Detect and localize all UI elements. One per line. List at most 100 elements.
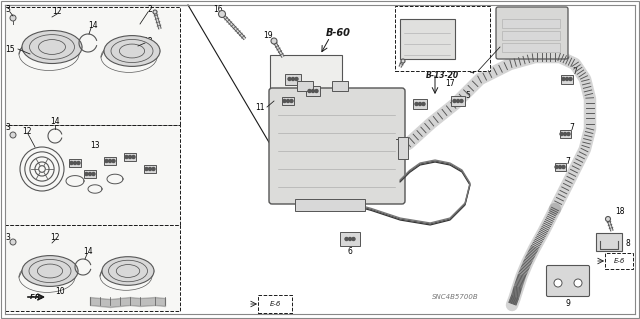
Bar (502, 19, 560, 28)
Text: 12: 12 (51, 233, 60, 241)
Bar (5, 225, 180, 311)
Circle shape (10, 15, 16, 21)
Text: 13: 13 (143, 36, 153, 46)
Bar (398, 137, 408, 159)
Circle shape (460, 100, 463, 102)
Text: 18: 18 (615, 207, 625, 217)
Circle shape (315, 90, 318, 93)
Circle shape (453, 100, 456, 102)
Circle shape (567, 132, 570, 136)
Circle shape (352, 238, 355, 241)
Text: 3: 3 (6, 5, 10, 14)
Circle shape (312, 90, 314, 93)
Circle shape (560, 132, 563, 136)
Bar (413, 99, 427, 109)
Bar (5, 7, 180, 125)
Text: 7: 7 (573, 66, 577, 76)
Circle shape (218, 11, 225, 18)
Text: 4: 4 (470, 66, 474, 76)
Text: E-6: E-6 (613, 258, 625, 264)
Text: 3: 3 (6, 123, 10, 132)
Bar (297, 81, 313, 91)
Bar (502, 31, 560, 40)
Circle shape (287, 100, 289, 102)
FancyBboxPatch shape (547, 265, 589, 296)
Circle shape (288, 78, 291, 80)
Text: 14: 14 (88, 20, 98, 29)
Circle shape (456, 100, 460, 102)
Circle shape (105, 160, 108, 162)
Bar (554, 163, 566, 171)
Circle shape (422, 102, 425, 106)
Circle shape (415, 102, 418, 106)
Circle shape (148, 167, 152, 170)
Text: 13: 13 (90, 140, 100, 150)
Text: B-13-20: B-13-20 (426, 71, 459, 80)
Text: 14: 14 (83, 247, 93, 256)
Bar (270, 55, 342, 135)
Circle shape (85, 173, 88, 175)
Text: 6: 6 (348, 248, 353, 256)
Circle shape (129, 155, 131, 159)
Bar (258, 295, 292, 313)
Text: 11: 11 (255, 102, 265, 112)
Circle shape (112, 160, 115, 162)
Circle shape (283, 100, 286, 102)
Text: 2: 2 (148, 5, 152, 14)
Text: FR.: FR. (25, 294, 43, 300)
Text: SNC4B5700B: SNC4B5700B (432, 294, 478, 300)
Text: 12: 12 (22, 127, 32, 136)
Circle shape (349, 238, 351, 241)
Circle shape (74, 161, 77, 165)
Circle shape (109, 160, 111, 162)
Circle shape (401, 59, 405, 63)
Ellipse shape (22, 256, 78, 286)
Circle shape (92, 173, 95, 175)
Bar (332, 81, 348, 91)
Bar (282, 97, 294, 105)
Bar (306, 86, 320, 96)
Text: 16: 16 (213, 4, 223, 13)
Circle shape (345, 238, 348, 241)
Circle shape (152, 167, 155, 170)
Ellipse shape (104, 36, 160, 66)
Bar (400, 19, 455, 59)
Circle shape (271, 38, 277, 44)
Text: 1: 1 (403, 135, 408, 144)
Circle shape (10, 239, 16, 245)
Circle shape (566, 78, 568, 80)
FancyBboxPatch shape (496, 7, 568, 59)
FancyBboxPatch shape (269, 88, 405, 204)
Circle shape (562, 166, 565, 168)
Ellipse shape (102, 257, 154, 285)
Circle shape (10, 132, 16, 138)
Text: 15: 15 (5, 44, 15, 54)
Circle shape (77, 161, 80, 165)
Bar (502, 43, 560, 52)
Bar (5, 125, 180, 225)
Text: 3: 3 (6, 233, 10, 241)
Bar (561, 75, 573, 84)
Bar (295, 199, 365, 211)
Bar (84, 170, 96, 178)
Ellipse shape (22, 31, 82, 63)
Bar (605, 253, 633, 269)
Circle shape (605, 217, 611, 221)
Text: 12: 12 (52, 6, 61, 16)
Bar (559, 130, 570, 138)
Text: 17: 17 (445, 79, 455, 88)
Bar (451, 96, 465, 106)
Bar (144, 165, 156, 173)
Circle shape (574, 279, 582, 287)
Circle shape (70, 161, 73, 165)
Text: 14: 14 (50, 117, 60, 127)
Circle shape (125, 155, 128, 159)
Text: 8: 8 (626, 240, 630, 249)
Text: 5: 5 (465, 91, 470, 100)
Text: 10: 10 (55, 286, 65, 295)
Circle shape (88, 173, 92, 175)
Circle shape (419, 102, 422, 106)
Bar (596, 233, 622, 251)
Circle shape (559, 166, 561, 168)
Circle shape (563, 132, 566, 136)
